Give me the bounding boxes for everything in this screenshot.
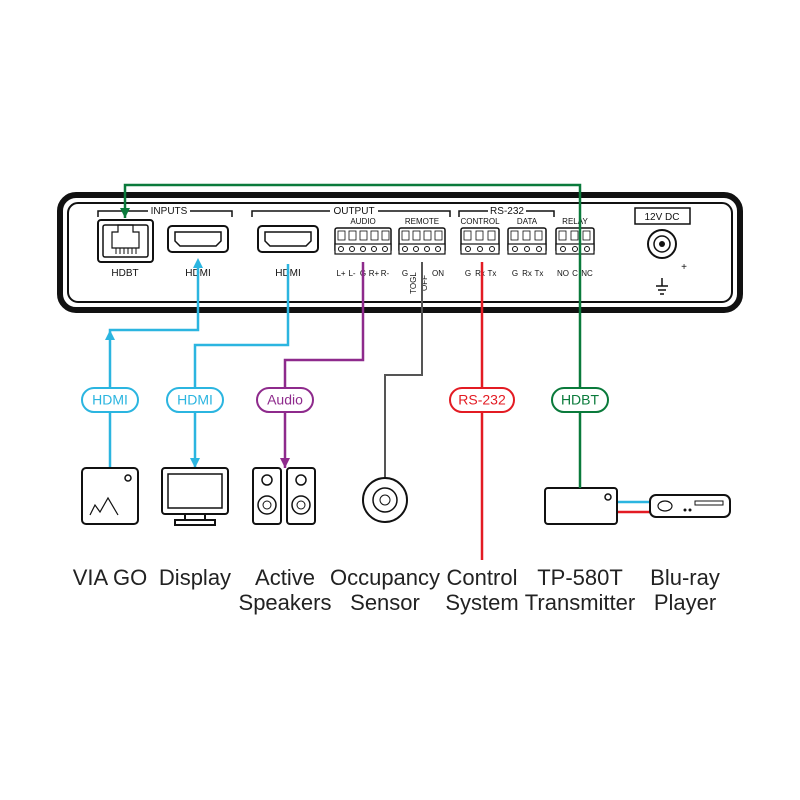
svg-text:G: G [512, 269, 518, 278]
svg-text:RELAY: RELAY [562, 217, 588, 226]
device-viago [82, 468, 138, 524]
label-bluray2: Player [654, 590, 716, 615]
device-speakers [253, 468, 315, 524]
svg-text:R-: R- [381, 269, 390, 278]
pill-audio: Audio [257, 388, 313, 412]
svg-text:L-: L- [348, 269, 355, 278]
label-sensor1: Occupancy [330, 565, 440, 590]
label-speakers2: Speakers [239, 590, 332, 615]
svg-text:G: G [465, 269, 471, 278]
power-label: 12V DC [644, 212, 679, 223]
svg-text:ON: ON [432, 269, 444, 278]
svg-text:HDBT: HDBT [111, 268, 138, 279]
svg-text:REMOTE: REMOTE [405, 217, 439, 226]
svg-text:HDBT: HDBT [561, 392, 600, 408]
svg-text:Rx: Rx [475, 269, 485, 278]
svg-text:HDMI: HDMI [92, 392, 128, 408]
svg-text:Audio: Audio [267, 392, 303, 408]
svg-text:TOGL: TOGL [409, 272, 418, 294]
label-viago: VIA GO [73, 565, 148, 590]
svg-text:CONTROL: CONTROL [460, 217, 500, 226]
device-bluray [650, 495, 730, 517]
svg-text:G: G [402, 269, 408, 278]
svg-text:RS-232: RS-232 [458, 392, 506, 408]
label-control1: Control [447, 565, 518, 590]
svg-text:NO: NO [557, 269, 569, 278]
svg-text:AUDIO: AUDIO [350, 217, 375, 226]
svg-text:R+: R+ [369, 269, 380, 278]
label-display: Display [159, 565, 231, 590]
pill-hdmi-1: HDMI [82, 388, 138, 412]
device-tp580t [545, 477, 617, 524]
device-display [162, 468, 228, 525]
label-speakers1: Active [255, 565, 315, 590]
rs232-group-label: RS-232 [490, 206, 524, 217]
svg-text:Tx: Tx [488, 269, 497, 278]
svg-text:HDMI: HDMI [177, 392, 213, 408]
pill-rs232: RS-232 [450, 388, 514, 412]
connection-diagram: INPUTS OUTPUT RS-232 12V DC HDBT HDMI HD… [0, 0, 800, 800]
svg-text:L+: L+ [336, 269, 345, 278]
output-label: OUTPUT [333, 206, 374, 217]
label-control2: System [445, 590, 518, 615]
label-tp1: TP-580T [537, 565, 623, 590]
svg-text:Rx: Rx [522, 269, 532, 278]
device-sensor [363, 478, 407, 522]
label-bluray1: Blu-ray [650, 565, 720, 590]
label-sensor2: Sensor [350, 590, 420, 615]
svg-text:+: + [681, 262, 687, 273]
svg-text:C: C [572, 269, 578, 278]
svg-text:Tx: Tx [535, 269, 544, 278]
pill-hdbt: HDBT [552, 388, 608, 412]
inputs-label: INPUTS [151, 206, 188, 217]
label-tp2: Transmitter [525, 590, 635, 615]
svg-text:NC: NC [581, 269, 593, 278]
pill-hdmi-2: HDMI [167, 388, 223, 412]
svg-text:DATA: DATA [517, 217, 538, 226]
